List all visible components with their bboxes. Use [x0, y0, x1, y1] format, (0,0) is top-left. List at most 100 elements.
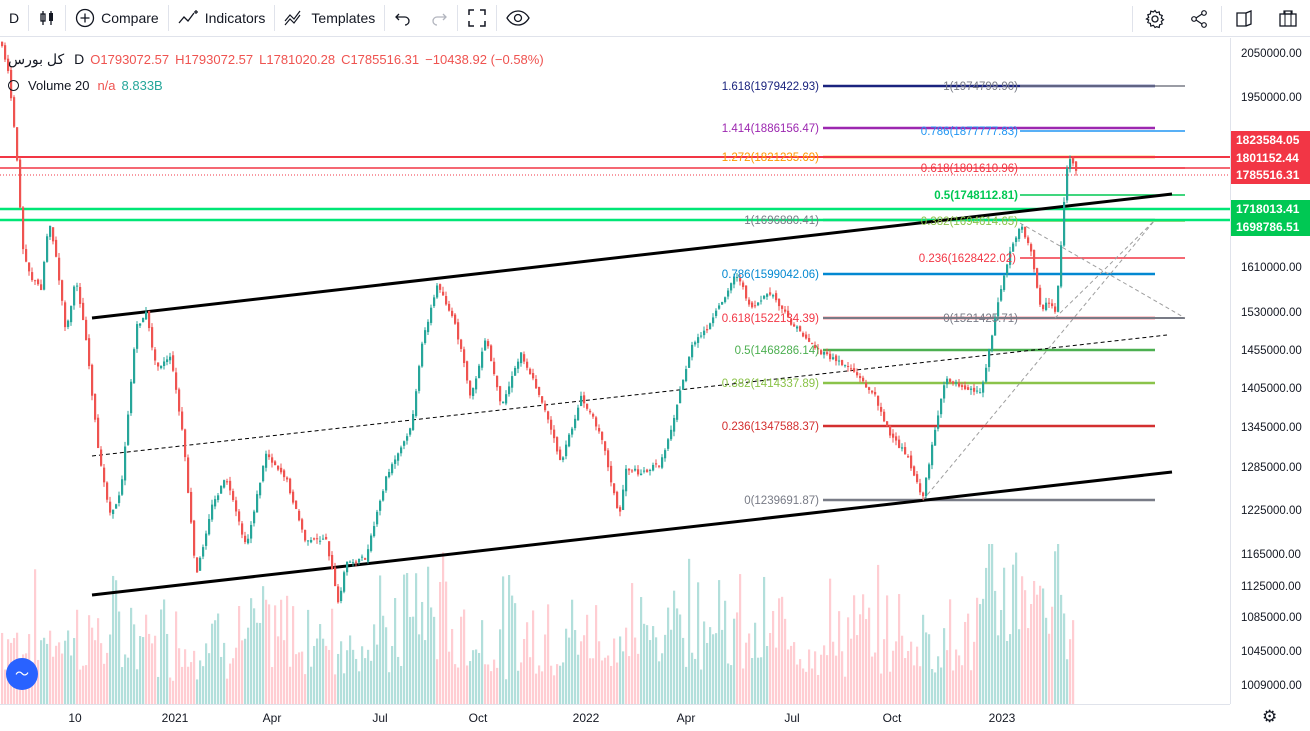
candle-body: [364, 558, 367, 560]
volume-bar: [637, 653, 640, 704]
volume-bar: [232, 658, 235, 704]
undo-button[interactable]: [385, 0, 421, 37]
candle-body: [820, 350, 823, 355]
volume-bar: [706, 642, 709, 704]
time-tick: 2022: [572, 711, 600, 725]
volume-bar: [94, 640, 97, 704]
price-tick: 1950000.00: [1241, 92, 1302, 104]
chart-pane[interactable]: 1.618(1979422.93) 1.414(1886156.47) 1.272(…: [0, 38, 1230, 704]
volume-bar: [73, 638, 76, 704]
book-icon: [1236, 9, 1252, 27]
price-tick: 1285000.00: [1241, 462, 1302, 474]
ideas-button[interactable]: [1222, 0, 1266, 37]
volume-bar: [244, 638, 247, 704]
candle-body: [316, 538, 319, 540]
volume-bar: [451, 628, 454, 704]
candle-body: [907, 456, 910, 458]
candle-body: [805, 334, 808, 339]
price-tag-last: 1785516.31: [1231, 166, 1310, 184]
volume-bar: [328, 649, 331, 704]
fib-trend-connector: [1019, 222, 1186, 319]
candle-body: [949, 379, 952, 382]
templates-label: Templates: [311, 10, 376, 26]
volume-bar: [667, 607, 670, 704]
hide-drawings-button[interactable]: [497, 0, 539, 37]
volume-bar: [406, 573, 409, 704]
volume-label[interactable]: Volume 20: [28, 77, 90, 93]
volume-bar: [931, 669, 934, 704]
volume-bar: [256, 622, 259, 704]
volume-bar: [511, 595, 514, 704]
candle-body: [25, 249, 28, 262]
volume-bar: [91, 627, 94, 704]
candle-body: [409, 428, 412, 435]
volume-bar: [859, 614, 862, 704]
candle-body: [184, 429, 187, 458]
candle-body: [601, 431, 604, 440]
chart-style-button[interactable]: [29, 0, 65, 37]
candle-body: [496, 375, 499, 388]
candle-body: [487, 341, 490, 347]
volume-bar: [475, 649, 478, 704]
volume-bar: [700, 669, 703, 704]
fibonacci-levels: [823, 84, 1185, 502]
volume-bar: [622, 651, 625, 704]
candle-body: [526, 361, 529, 368]
volume-bar: [70, 655, 73, 704]
candle-body: [1066, 167, 1069, 201]
axis-settings-icon[interactable]: ⚙: [1262, 707, 1278, 726]
collapse-legend-icon[interactable]: [8, 79, 19, 91]
candle-body: [40, 284, 43, 291]
tradingview-logo-icon[interactable]: 〜: [6, 658, 38, 690]
fullscreen-button[interactable]: [458, 0, 496, 37]
toolbar-divider: [496, 5, 498, 31]
volume-bar: [1060, 594, 1063, 704]
candle-body: [388, 472, 391, 478]
volume-bar: [361, 646, 364, 704]
volume-bar: [187, 666, 190, 704]
volume-bar: [559, 665, 562, 704]
candle-body: [829, 353, 832, 360]
toolbar-divider: [457, 5, 459, 31]
candle-body: [709, 323, 712, 330]
fib-level-label: 0.5(1468286.14): [735, 345, 820, 357]
volume-bar: [184, 649, 187, 704]
candle-body: [121, 479, 124, 495]
candle-body: [412, 414, 415, 430]
price-chart[interactable]: 1.618(1979422.93) 1.414(1886156.47) 1.272(…: [0, 38, 1230, 704]
candle-body: [373, 526, 376, 537]
candle-body: [352, 562, 355, 564]
candle-body: [505, 394, 508, 404]
compare-button[interactable]: Compare: [66, 0, 168, 37]
candle-body: [988, 349, 991, 368]
channel-mid-line: [91, 334, 1168, 457]
candle-body: [700, 335, 703, 337]
price-axis[interactable]: 2050000.00 1950000.00 1610000.00 1530000…: [1230, 38, 1310, 704]
fib-level-label: 0(1521425.71): [943, 313, 1018, 325]
volume-bar: [1057, 544, 1060, 704]
symbol-name[interactable]: کل بورس: [8, 50, 65, 67]
candle-body: [946, 378, 949, 385]
redo-button[interactable]: [421, 0, 457, 37]
indicators-button[interactable]: Indicators: [169, 0, 275, 37]
candle-body: [244, 535, 247, 543]
volume-bar: [652, 626, 655, 704]
candle-body: [154, 349, 157, 361]
templates-button[interactable]: Templates: [275, 0, 384, 37]
volume-bar: [253, 608, 256, 704]
candle-body: [1048, 302, 1051, 304]
volume-bar: [112, 575, 115, 704]
volume-bar: [304, 674, 307, 704]
candle-body: [1021, 226, 1024, 230]
interval-button[interactable]: D: [0, 0, 28, 37]
snapshot-button[interactable]: [1266, 0, 1310, 37]
time-axis[interactable]: 10 2021 Apr Jul Oct 2022 Apr Jul Oct 202…: [0, 704, 1230, 731]
volume-bar: [538, 665, 541, 704]
candle-body: [655, 463, 658, 465]
candle-body: [1024, 226, 1027, 238]
candle-body: [1009, 251, 1012, 265]
share-button[interactable]: [1177, 0, 1221, 37]
volume-bar: [502, 576, 505, 704]
settings-button[interactable]: [1133, 0, 1177, 37]
candle-body: [361, 556, 364, 558]
